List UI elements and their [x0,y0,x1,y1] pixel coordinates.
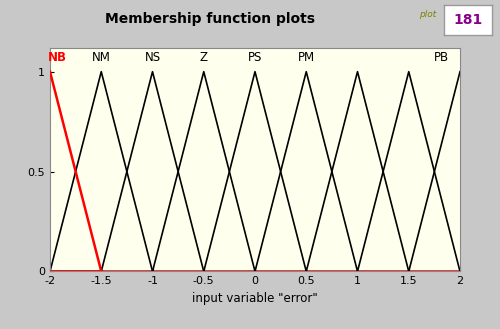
Text: Z: Z [200,51,207,64]
Text: Membership function plots: Membership function plots [105,12,315,26]
Text: PM: PM [298,51,315,64]
Text: plot: plot [419,10,436,19]
Text: NS: NS [144,51,160,64]
Text: PS: PS [248,51,262,64]
Text: NM: NM [92,51,110,64]
Text: NB: NB [48,51,66,64]
X-axis label: input variable "error": input variable "error" [192,292,318,305]
Text: 181: 181 [453,13,482,27]
Text: PB: PB [434,51,449,64]
